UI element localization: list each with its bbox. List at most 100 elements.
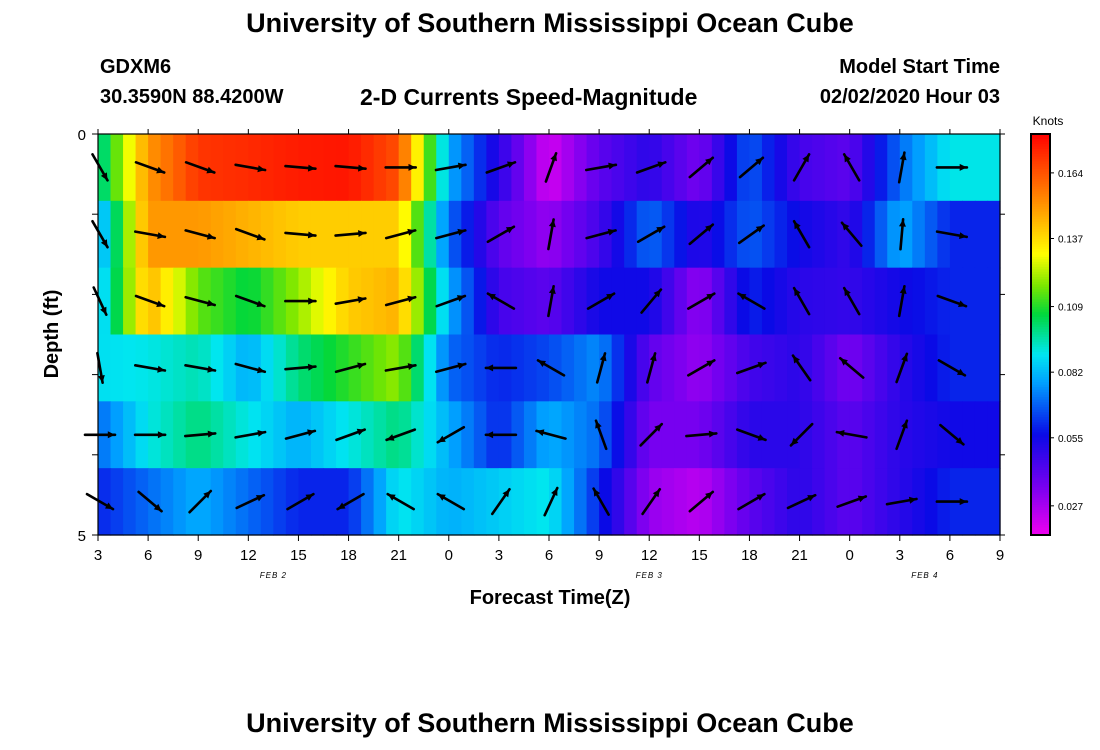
heatmap-cell [924, 401, 938, 469]
colorbar-segment [1031, 354, 1050, 358]
heatmap-cell [549, 468, 563, 536]
heatmap-cell [110, 468, 124, 536]
heatmap-cell [724, 134, 738, 202]
colorbar-segment [1031, 412, 1050, 416]
heatmap-cell [285, 401, 300, 469]
heatmap-cell [599, 334, 613, 402]
heatmap-cell [436, 468, 450, 536]
heatmap-cell [98, 468, 112, 536]
heatmap-cell [974, 401, 989, 469]
colorbar-segment [1031, 414, 1050, 418]
heatmap-cell [749, 134, 763, 202]
heatmap-cell [110, 334, 124, 402]
heatmap-cell [523, 134, 538, 202]
colorbar-segment [1031, 344, 1050, 348]
colorbar-segment [1031, 221, 1050, 225]
heatmap-cell [799, 334, 813, 402]
heatmap-cell [461, 468, 475, 536]
heatmap-cell [310, 401, 325, 469]
colorbar-segment [1031, 392, 1050, 396]
colorbar-segment [1031, 489, 1050, 493]
heatmap-cell [148, 468, 162, 536]
heatmap-cell [135, 468, 149, 536]
colorbar-segment [1031, 231, 1050, 235]
heatmap-cell [599, 267, 613, 336]
colorbar-segment [1031, 464, 1050, 468]
heatmap-cell [473, 334, 487, 402]
heatmap-cell [849, 468, 863, 536]
heatmap-cell [937, 200, 951, 269]
heatmap-cell [549, 267, 563, 336]
heatmap-cell [761, 200, 776, 269]
colorbar-segment [1031, 184, 1050, 188]
colorbar-segment [1031, 509, 1050, 514]
colorbar-segment [1031, 377, 1050, 381]
colorbar-segment [1031, 519, 1050, 524]
colorbar-segment [1031, 454, 1050, 458]
colorbar-segment [1031, 324, 1050, 328]
heatmap-cell [549, 134, 563, 202]
heatmap-cell [987, 468, 1001, 536]
heatmap-cell [511, 334, 525, 402]
current-arrow [334, 164, 367, 172]
heatmap-cell [586, 267, 600, 336]
heatmap-cell [624, 334, 638, 402]
heatmap-cell [699, 200, 713, 269]
current-arrow [547, 218, 556, 251]
heatmap-cell [298, 468, 312, 536]
current-arrow [735, 361, 767, 375]
current-arrow [738, 156, 765, 179]
heatmap-cell [636, 401, 650, 469]
axes: 3 6 9 12 15 18 21 0 3 6 9 12 15 18 21 0 3 6 9 FEB 2 FEB 3 FEB… [78, 127, 1005, 580]
x-tick-label: 21 [390, 547, 407, 564]
colorbar-segment [1031, 369, 1050, 373]
plot-subtitle: 2-D Currents Speed-Magnitude [360, 84, 698, 110]
heatmap-cell [361, 200, 375, 269]
date-label: FEB 4 [911, 571, 938, 580]
heatmap-cell [498, 468, 513, 536]
heatmap-cell [173, 401, 187, 469]
heatmap-cell [561, 334, 575, 402]
colorbar-tick-label: 0.055 [1058, 434, 1083, 445]
current-arrow [686, 359, 716, 377]
colorbar-segment [1031, 319, 1050, 323]
heatmap-cell [774, 200, 788, 269]
heatmap-cell [899, 134, 913, 202]
footer-title: University of Southern Mississippi Ocean… [246, 708, 854, 738]
heatmap-cell [486, 468, 500, 536]
heatmap-cell [649, 134, 663, 202]
current-arrow [935, 163, 969, 171]
colorbar-segment [1031, 316, 1050, 321]
colorbar-segment [1031, 394, 1050, 398]
colorbar-segment [1031, 254, 1050, 258]
current-arrow [284, 429, 317, 440]
heatmap-cell [711, 200, 725, 269]
heatmap-cell [686, 134, 700, 202]
colorbar-segment [1031, 424, 1050, 428]
heatmap-cell [523, 200, 538, 269]
current-arrow [737, 492, 766, 511]
heatmap-cell [849, 267, 863, 336]
heatmap-cell [624, 401, 638, 469]
heatmap-cell [924, 267, 938, 336]
heatmap-cell [899, 401, 913, 469]
colorbar-segment [1031, 379, 1050, 383]
current-arrow [91, 153, 109, 182]
colorbar-tick-label: 0.137 [1058, 235, 1083, 246]
heatmap-cell [812, 468, 826, 536]
current-vectors [83, 151, 969, 517]
colorbar-segment [1031, 286, 1050, 290]
heatmap-cell [386, 468, 400, 536]
colorbar-segment [1031, 399, 1050, 403]
current-arrow [792, 153, 811, 182]
colorbar-segment [1031, 374, 1050, 378]
colorbar-segment [1031, 134, 1050, 138]
colorbar-segment [1031, 472, 1050, 476]
current-arrow [789, 422, 814, 447]
current-arrow [336, 492, 365, 511]
heatmap-cell [185, 468, 199, 536]
colorbar-segment [1031, 311, 1050, 316]
heatmap-cell [523, 334, 538, 402]
heatmap-cell [235, 334, 249, 402]
heatmap-cell [937, 334, 951, 402]
